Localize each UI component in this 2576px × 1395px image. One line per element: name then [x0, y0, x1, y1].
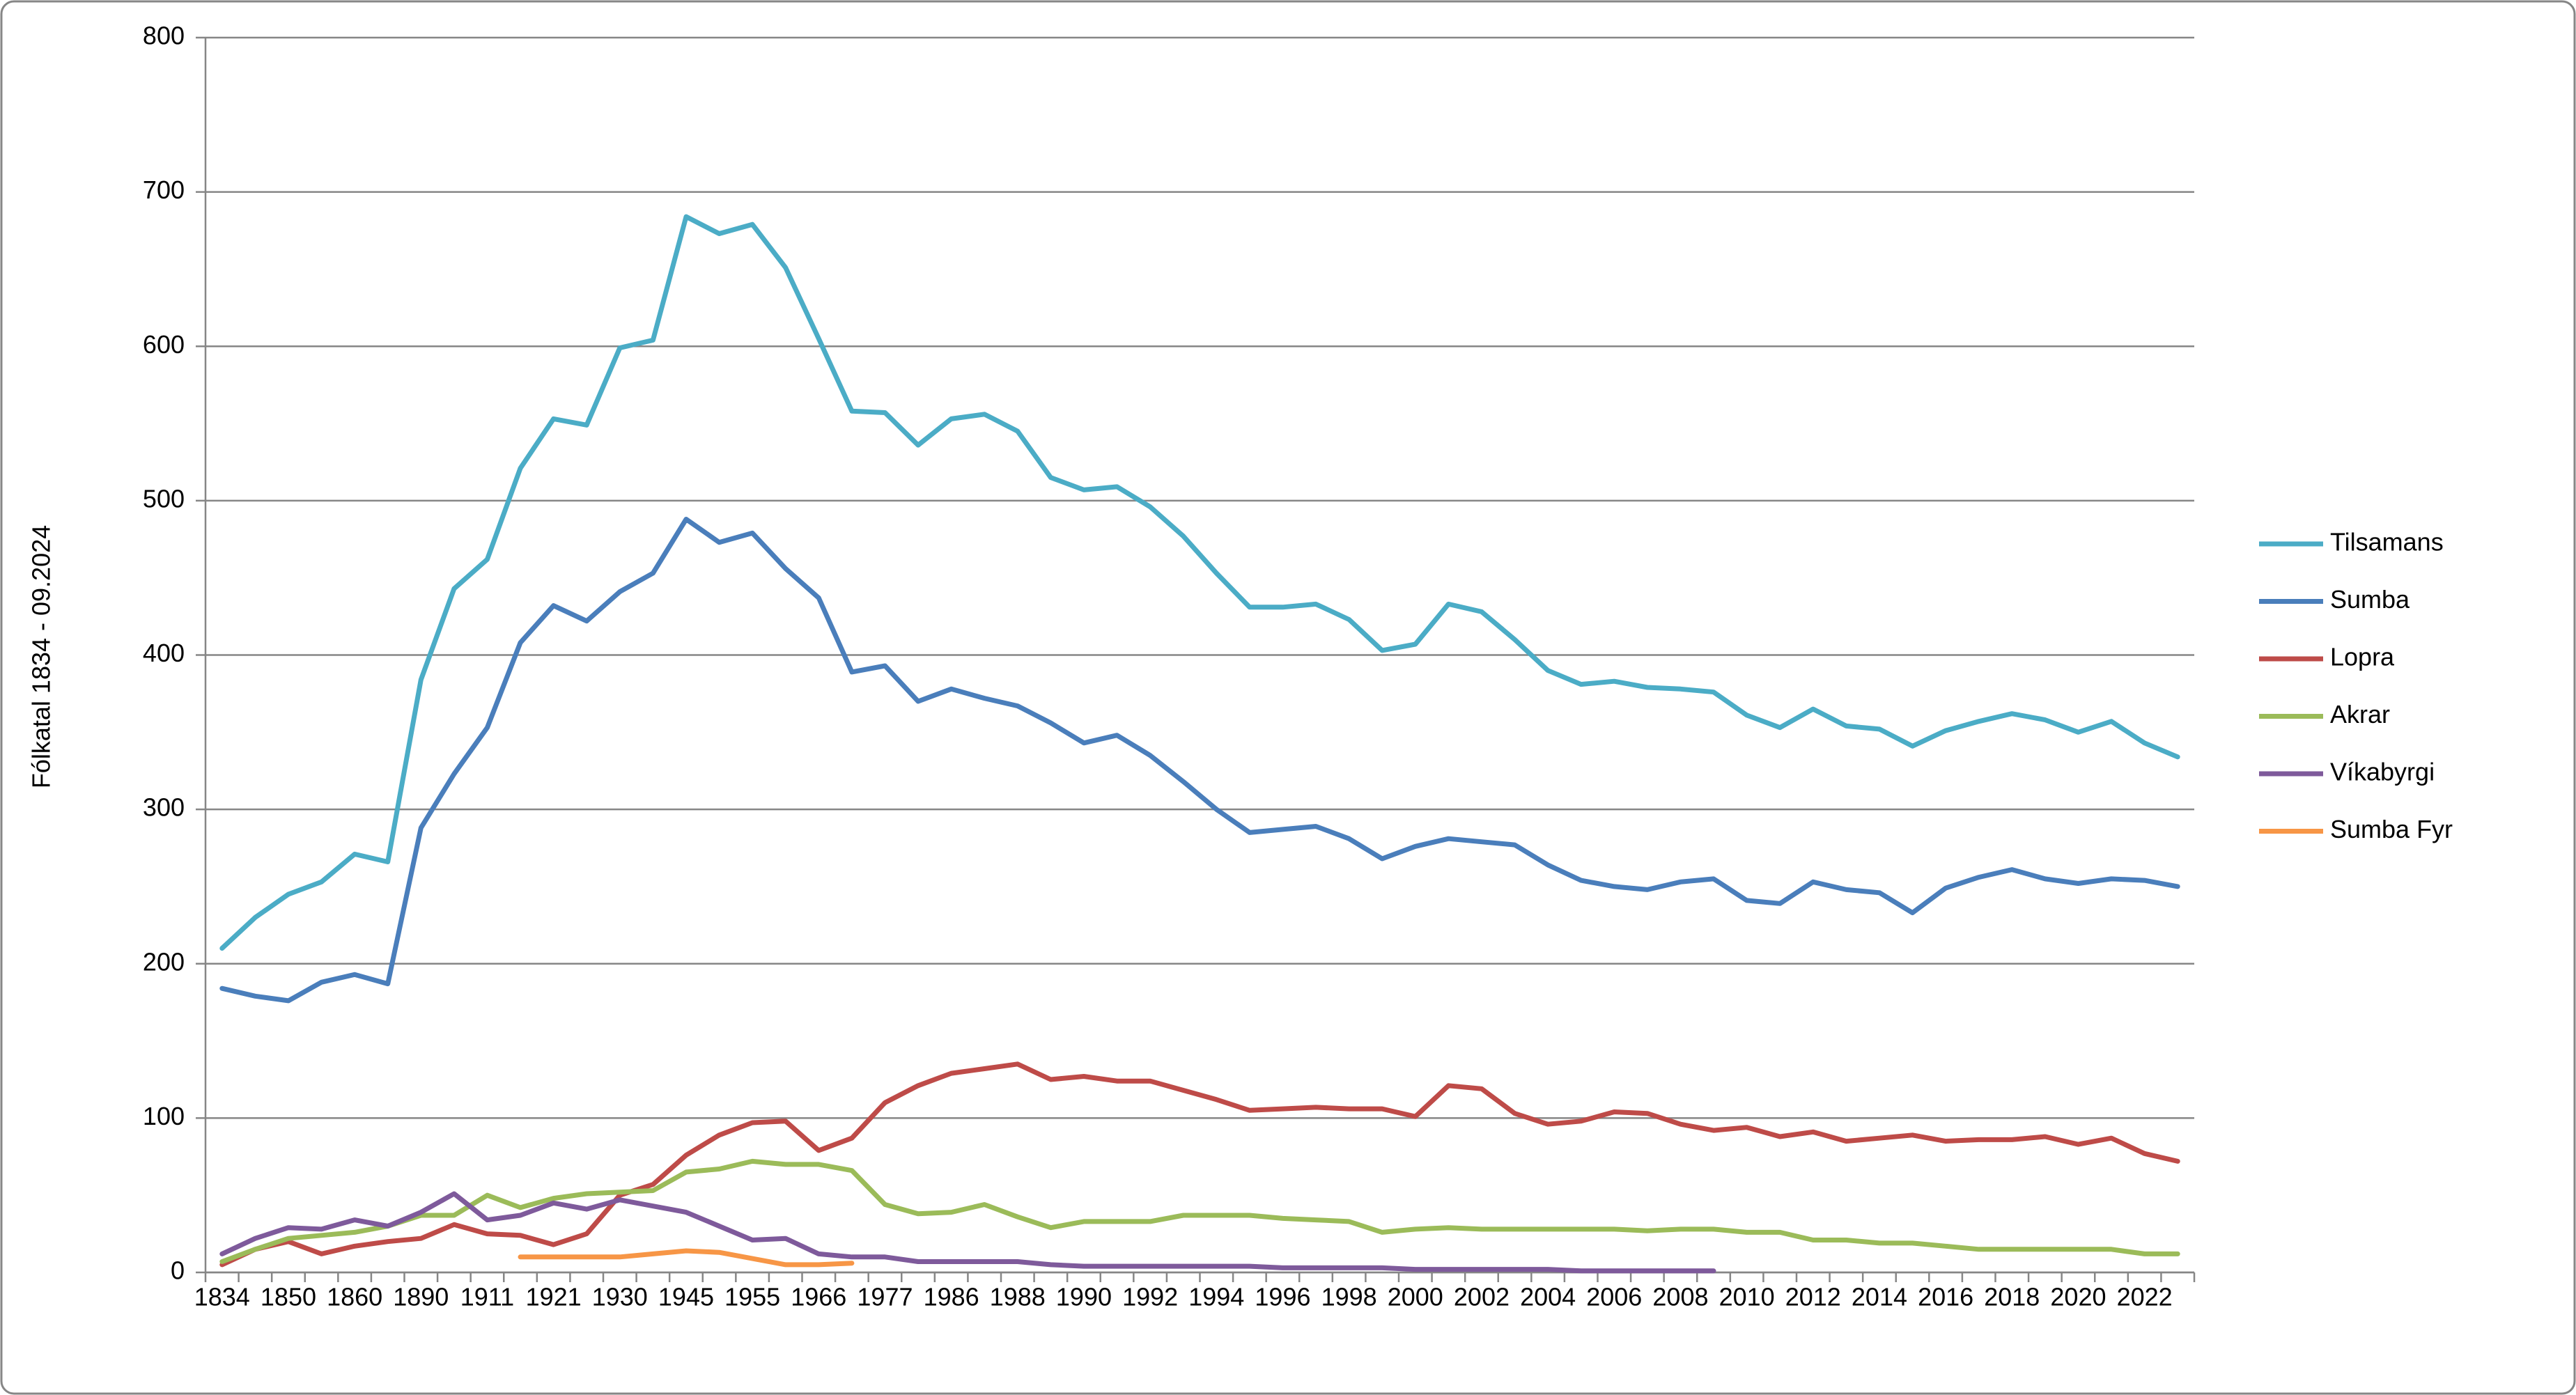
y-tick-label: 600: [143, 330, 185, 359]
x-tick-label: 1986: [924, 1283, 979, 1311]
x-tick-label: 1998: [1321, 1283, 1377, 1311]
x-tick-label: 2018: [1984, 1283, 2040, 1311]
y-tick-label: 800: [143, 22, 185, 50]
x-tick-label: 1850: [261, 1283, 316, 1311]
line-series: [219, 1061, 2180, 1268]
x-tick-label: 1977: [857, 1283, 913, 1311]
legend-label: Sumba Fyr: [2330, 815, 2453, 843]
x-tick-label: 1992: [1122, 1283, 1178, 1311]
legend-label: Víkabyrgi: [2330, 758, 2435, 786]
x-tick-label: 1930: [592, 1283, 648, 1311]
x-tick-label: 2020: [2050, 1283, 2106, 1311]
line-series: [219, 214, 2180, 951]
x-tick-label: 2008: [1652, 1283, 1708, 1311]
legend-label: Tilsamans: [2330, 528, 2444, 556]
legend-label: Lopra: [2330, 643, 2395, 671]
x-tick-label: 2010: [1719, 1283, 1775, 1311]
y-tick-label: 100: [143, 1102, 185, 1130]
y-tick-label: 200: [143, 947, 185, 976]
x-tick-label: 1966: [791, 1283, 846, 1311]
x-tick-label: 1911: [460, 1283, 514, 1311]
x-tick-label: 2012: [1785, 1283, 1841, 1311]
x-tick-label: 1990: [1056, 1283, 1112, 1311]
line-series: [518, 1248, 855, 1268]
y-tick-label: 0: [171, 1256, 185, 1285]
x-tick-label: 1890: [393, 1283, 449, 1311]
x-tick-label: 2014: [1852, 1283, 1907, 1311]
x-tick-label: 2006: [1586, 1283, 1642, 1311]
y-tick-label: 300: [143, 793, 185, 822]
x-tick-label: 1996: [1255, 1283, 1310, 1311]
x-tick-label: 1834: [194, 1283, 250, 1311]
x-tick-label: 1994: [1188, 1283, 1244, 1311]
legend-label: Akrar: [2330, 700, 2390, 728]
x-tick-label: 1955: [724, 1283, 780, 1311]
x-tick-label: 2016: [1918, 1283, 1973, 1311]
x-tick-label: 2000: [1388, 1283, 1443, 1311]
x-tick-label: 1921: [526, 1283, 582, 1311]
x-tick-label: 2022: [2117, 1283, 2173, 1311]
y-axis-title: Fólkatal 1834 - 09.2024: [27, 525, 56, 788]
line-series: [219, 1191, 1716, 1274]
x-tick-label: 1988: [990, 1283, 1046, 1311]
y-tick-label: 700: [143, 176, 185, 204]
x-tick-label: 1945: [658, 1283, 714, 1311]
legend-label: Sumba: [2330, 585, 2410, 614]
x-tick-label: 2002: [1454, 1283, 1510, 1311]
x-tick-label: 2004: [1520, 1283, 1576, 1311]
x-tick-label: 1860: [327, 1283, 382, 1311]
y-tick-label: 500: [143, 484, 185, 513]
line-series: [219, 517, 2180, 1004]
line-series: [219, 1158, 2180, 1264]
y-tick-label: 400: [143, 639, 185, 667]
